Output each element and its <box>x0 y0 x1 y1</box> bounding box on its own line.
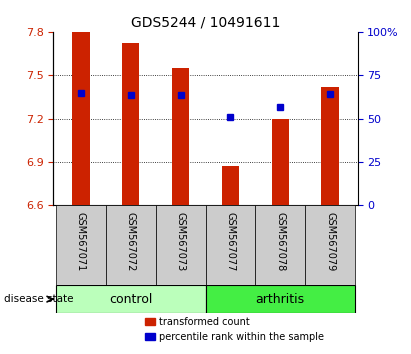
Text: GSM567077: GSM567077 <box>225 212 236 271</box>
Bar <box>172 68 189 205</box>
Text: GSM567071: GSM567071 <box>76 212 86 271</box>
Bar <box>122 44 139 205</box>
Bar <box>206 205 255 285</box>
Text: GSM567078: GSM567078 <box>275 212 285 271</box>
Text: control: control <box>109 293 152 306</box>
Bar <box>206 285 355 313</box>
Bar <box>222 166 239 205</box>
Text: GSM567073: GSM567073 <box>175 212 186 271</box>
Bar <box>56 205 106 285</box>
Text: GSM567079: GSM567079 <box>325 212 335 271</box>
Text: GSM567072: GSM567072 <box>126 212 136 271</box>
Bar <box>56 285 206 313</box>
Bar <box>106 205 156 285</box>
Bar <box>272 119 289 205</box>
Text: arthritis: arthritis <box>256 293 305 306</box>
Legend: transformed count, percentile rank within the sample: transformed count, percentile rank withi… <box>145 317 323 342</box>
Title: GDS5244 / 10491611: GDS5244 / 10491611 <box>131 15 280 29</box>
Bar <box>156 205 206 285</box>
Text: disease state: disease state <box>4 294 74 304</box>
Bar <box>255 205 305 285</box>
Bar <box>321 87 339 205</box>
Bar <box>72 32 90 205</box>
Bar <box>305 205 355 285</box>
